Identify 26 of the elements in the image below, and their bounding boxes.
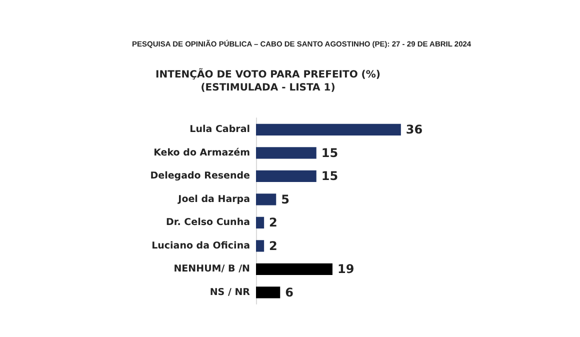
data-label: 2 xyxy=(269,216,278,230)
bar xyxy=(256,240,264,252)
data-label: 15 xyxy=(321,169,338,184)
y-tick-label: Lula Cabral xyxy=(190,124,250,136)
y-tick-label: Dr. Celso Cunha xyxy=(166,217,250,228)
data-label: 6 xyxy=(285,285,294,300)
y-tick-label: Delegado Resende xyxy=(150,170,250,182)
data-label: 19 xyxy=(337,262,354,276)
bar xyxy=(256,216,264,228)
data-label: 15 xyxy=(321,146,338,160)
bar xyxy=(256,147,316,159)
bar xyxy=(256,194,276,206)
chart-subtitle: (ESTIMULADA - LISTA 1) xyxy=(200,82,336,94)
bar xyxy=(256,170,316,182)
bar xyxy=(256,124,401,136)
y-tick-label: Joel da Harpa xyxy=(177,194,250,205)
data-label: 2 xyxy=(269,238,278,253)
bar xyxy=(256,263,332,275)
data-label: 5 xyxy=(281,192,290,206)
y-tick-label: Keko do Armazém xyxy=(154,147,250,158)
bar xyxy=(256,286,280,298)
data-label: 36 xyxy=(406,122,423,137)
y-tick-label: NENHUM/ B /N xyxy=(174,264,250,275)
y-tick-label: NS / NR xyxy=(210,286,251,298)
y-tick-label: Luciano da Oficina xyxy=(152,240,250,252)
chart-title: INTENÇÃO DE VOTO PARA PREFEITO (%) xyxy=(156,68,380,80)
